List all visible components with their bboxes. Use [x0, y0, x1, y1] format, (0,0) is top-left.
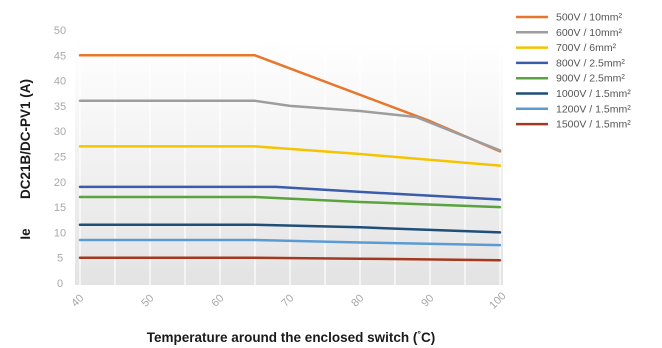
- series-line: [78, 99, 502, 152]
- y-tick-label: 5: [57, 253, 63, 265]
- x-tick-label: 70: [279, 292, 296, 309]
- legend-label: 1200V / 1.5mm²: [556, 103, 631, 115]
- y-axis-ticks: 0 5 10 15 20 25 30 35 40 45 50: [54, 25, 66, 290]
- x-tick-label: 100: [487, 290, 508, 311]
- y-tick-label: 15: [54, 202, 66, 214]
- y-tick-label: 0: [57, 278, 63, 290]
- y-tick-label: 40: [54, 76, 66, 88]
- x-tick-label: 40: [69, 292, 86, 309]
- series-line: [78, 256, 502, 262]
- series-line: [78, 238, 502, 247]
- series-line: [78, 195, 502, 209]
- legend-label: 700V / 6mm²: [556, 42, 617, 54]
- legend-label: 800V / 2.5mm²: [556, 57, 625, 69]
- legend-label: 900V / 2.5mm²: [556, 73, 625, 85]
- y-tick-label: 25: [54, 152, 66, 164]
- legend-label: 1000V / 1.5mm²: [556, 88, 631, 100]
- x-tick-label: 80: [349, 292, 366, 309]
- y-axis-label-main: DC21B/DC-PV1 (A): [18, 79, 33, 199]
- plot-area: [75, 40, 503, 285]
- y-tick-label: 50: [54, 25, 66, 37]
- legend-label: 500V / 10mm²: [556, 12, 622, 24]
- x-axis-label: Temperature around the enclosed switch (…: [147, 329, 435, 345]
- x-tick-label: 50: [139, 292, 156, 309]
- series-line: [78, 223, 502, 234]
- y-axis-label: Ie DC21B/DC-PV1 (A): [18, 79, 33, 240]
- y-tick-label: 45: [54, 50, 66, 62]
- y-tick-label: 30: [54, 126, 66, 138]
- y-axis-label-prefix: Ie: [18, 228, 33, 240]
- series-line: [78, 185, 502, 201]
- x-tick-label: 90: [419, 292, 436, 309]
- y-tick-label: 35: [54, 101, 66, 113]
- legend-label: 600V / 10mm²: [556, 27, 622, 39]
- y-tick-label: 10: [54, 227, 66, 239]
- x-axis-ticks: 40 50 60 70 80 90 100: [69, 290, 508, 311]
- legend: 500V / 10mm² 600V / 10mm² 700V / 6mm² 800V …: [516, 12, 631, 131]
- legend-label: 1500V / 1.5mm²: [556, 119, 631, 131]
- x-tick-label: 60: [209, 292, 226, 309]
- series-lines: [78, 54, 502, 262]
- series-line: [78, 145, 502, 167]
- y-tick-label: 20: [54, 177, 66, 189]
